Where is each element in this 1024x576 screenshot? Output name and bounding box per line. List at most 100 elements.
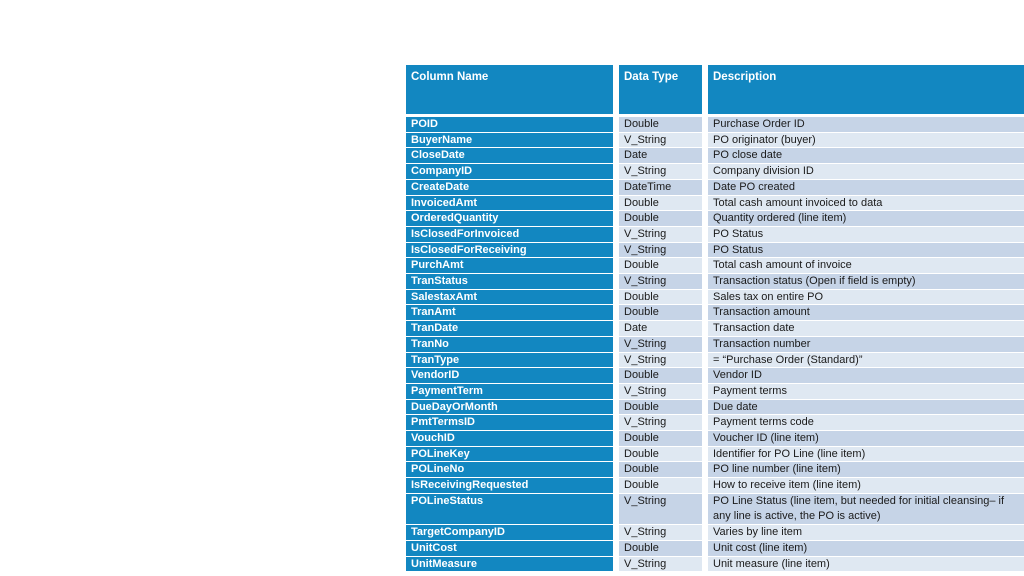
table-row: POLineNo Double PO line number (line ite… — [406, 462, 1024, 478]
data-type-cell: Double — [619, 431, 702, 446]
column-name-cell: VendorID — [406, 368, 613, 383]
data-type-cell: Double — [619, 258, 702, 274]
data-type-cell: V_String — [619, 493, 702, 525]
column-name-cell: TranType — [406, 352, 613, 368]
column-name-cell: CloseDate — [406, 148, 613, 164]
description-cell: PO originator (buyer) — [708, 132, 1024, 148]
column-name-cell: CompanyID — [406, 164, 613, 179]
description-cell: Company division ID — [708, 164, 1024, 179]
column-name-cell: POLineKey — [406, 446, 613, 462]
table-row: TargetCompanyID V_String Varies by line … — [406, 525, 1024, 540]
table-row: IsClosedForReceiving V_String PO Status — [406, 242, 1024, 258]
table-row: TranAmt Double Transaction amount — [406, 305, 1024, 321]
description-cell: Quantity ordered (line item) — [708, 211, 1024, 226]
column-name-cell: CreateDate — [406, 179, 613, 195]
table-row: CloseDate Date PO close date — [406, 148, 1024, 164]
column-name-cell: IsClosedForReceiving — [406, 242, 613, 258]
description-cell: Date PO created — [708, 179, 1024, 195]
data-type-cell: Date — [619, 321, 702, 336]
column-name-cell: OrderedQuantity — [406, 211, 613, 226]
header-description: Description — [708, 65, 1024, 114]
column-name-cell: TranDate — [406, 321, 613, 336]
column-name-cell: BuyerName — [406, 132, 613, 148]
table-row: DueDayOrMonth Double Due date — [406, 399, 1024, 415]
column-name-cell: IsReceivingRequested — [406, 478, 613, 493]
column-name-cell: TranStatus — [406, 274, 613, 289]
table-row: PmtTermsID V_String Payment terms code — [406, 415, 1024, 431]
description-cell: Total cash amount invoiced to data — [708, 195, 1024, 211]
description-cell: Varies by line item — [708, 525, 1024, 540]
data-type-cell: V_String — [619, 336, 702, 352]
description-cell: PO Line Status (line item, but needed fo… — [708, 493, 1024, 525]
column-name-cell: TranNo — [406, 336, 613, 352]
table-body: POID Double Purchase Order ID BuyerName … — [406, 117, 1024, 572]
column-name-cell: SalestaxAmt — [406, 289, 613, 305]
table-row: UnitCost Double Unit cost (line item) — [406, 540, 1024, 556]
description-cell: Unit measure (line item) — [708, 556, 1024, 572]
table-row: TranType V_String = “Purchase Order (Sta… — [406, 352, 1024, 368]
description-cell: How to receive item (line item) — [708, 478, 1024, 493]
description-cell: PO Status — [708, 242, 1024, 258]
table-row: SalestaxAmt Double Sales tax on entire P… — [406, 289, 1024, 305]
data-type-cell: Double — [619, 195, 702, 211]
table-header-row: Column Name Data Type Description — [406, 65, 1024, 114]
table-row: CompanyID V_String Company division ID — [406, 164, 1024, 179]
description-cell: Identifier for PO Line (line item) — [708, 446, 1024, 462]
data-type-cell: V_String — [619, 556, 702, 572]
data-type-cell: Double — [619, 368, 702, 383]
description-cell: Vendor ID — [708, 368, 1024, 383]
column-name-cell: PaymentTerm — [406, 383, 613, 399]
header-column-name: Column Name — [406, 65, 613, 114]
table-row: OrderedQuantity Double Quantity ordered … — [406, 211, 1024, 226]
schema-table: Column Name Data Type Description POID D… — [406, 65, 1024, 572]
table-row: VouchID Double Voucher ID (line item) — [406, 431, 1024, 446]
description-cell: Payment terms code — [708, 415, 1024, 431]
data-type-cell: Double — [619, 305, 702, 321]
data-type-cell: Double — [619, 211, 702, 226]
data-type-cell: V_String — [619, 274, 702, 289]
description-cell: PO close date — [708, 148, 1024, 164]
column-name-cell: IsClosedForInvoiced — [406, 226, 613, 242]
column-name-cell: PurchAmt — [406, 258, 613, 274]
header-data-type: Data Type — [619, 65, 702, 114]
table-row: PurchAmt Double Total cash amount of inv… — [406, 258, 1024, 274]
data-type-cell: Double — [619, 478, 702, 493]
column-name-cell: TargetCompanyID — [406, 525, 613, 540]
column-name-cell: UnitCost — [406, 540, 613, 556]
description-cell: Unit cost (line item) — [708, 540, 1024, 556]
data-type-cell: V_String — [619, 226, 702, 242]
table-row: InvoicedAmt Double Total cash amount inv… — [406, 195, 1024, 211]
table-row: PaymentTerm V_String Payment terms — [406, 383, 1024, 399]
table-row: TranNo V_String Transaction number — [406, 336, 1024, 352]
column-name-cell: DueDayOrMonth — [406, 399, 613, 415]
table-row: VendorID Double Vendor ID — [406, 368, 1024, 383]
data-type-cell: V_String — [619, 352, 702, 368]
data-type-cell: V_String — [619, 415, 702, 431]
column-name-cell: POLineNo — [406, 462, 613, 478]
table-row: CreateDate DateTime Date PO created — [406, 179, 1024, 195]
data-type-cell: Date — [619, 148, 702, 164]
column-name-cell: POLineStatus — [406, 493, 613, 525]
data-type-cell: V_String — [619, 132, 702, 148]
data-type-cell: Double — [619, 399, 702, 415]
data-type-cell: V_String — [619, 242, 702, 258]
description-cell: Voucher ID (line item) — [708, 431, 1024, 446]
table-row: BuyerName V_String PO originator (buyer) — [406, 132, 1024, 148]
column-name-cell: UnitMeasure — [406, 556, 613, 572]
description-cell: = “Purchase Order (Standard)” — [708, 352, 1024, 368]
table-row: POLineKey Double Identifier for PO Line … — [406, 446, 1024, 462]
data-type-cell: DateTime — [619, 179, 702, 195]
description-cell: Transaction number — [708, 336, 1024, 352]
column-name-cell: TranAmt — [406, 305, 613, 321]
data-type-cell: Double — [619, 540, 702, 556]
description-cell: PO line number (line item) — [708, 462, 1024, 478]
data-type-cell: V_String — [619, 525, 702, 540]
table-row: IsReceivingRequested Double How to recei… — [406, 478, 1024, 493]
description-cell: Purchase Order ID — [708, 117, 1024, 132]
description-cell: Due date — [708, 399, 1024, 415]
description-cell: Transaction date — [708, 321, 1024, 336]
data-type-cell: Double — [619, 289, 702, 305]
table-row: POLineStatus V_String PO Line Status (li… — [406, 493, 1024, 525]
table-row: IsClosedForInvoiced V_String PO Status — [406, 226, 1024, 242]
